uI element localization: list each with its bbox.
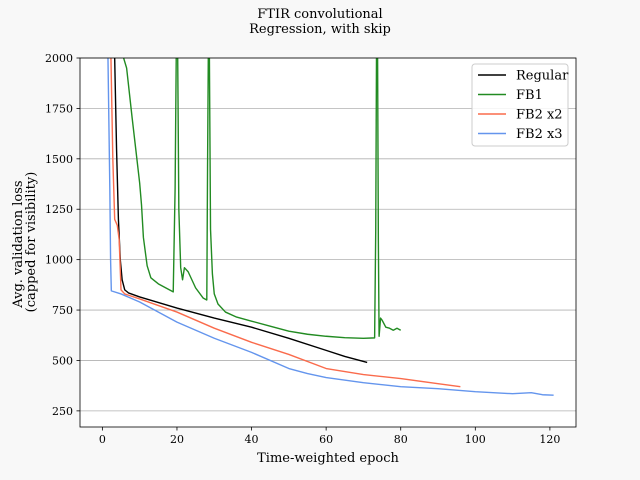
series-layer [107, 58, 554, 396]
x-tick-label-5: 100 [465, 433, 486, 446]
y-tick-label-4: 1250 [45, 203, 73, 216]
y-axis-label-line2: (capped for visibility) [24, 172, 39, 313]
x-tick-label-4: 80 [394, 433, 408, 446]
x-axis-label: Time-weighted epoch [257, 451, 399, 466]
series-line-3 [107, 58, 554, 396]
chart-title: FTIR convolutional [257, 7, 382, 22]
y-tick-label-1: 500 [52, 354, 73, 367]
y-tick-label-2: 750 [52, 304, 73, 317]
y-axis: 250 500 750 1000 1250 1500 1750 2000 [45, 52, 80, 418]
chart-subtitle: Regression, with skip [249, 22, 391, 37]
x-tick-label-2: 40 [245, 433, 259, 446]
legend-label-0: Regular [516, 69, 569, 84]
series-line-2 [110, 58, 461, 388]
y-tick-label-3: 1000 [45, 254, 73, 267]
x-tick-label-6: 120 [539, 433, 560, 446]
series-line-0 [113, 58, 368, 364]
legend-box [471, 63, 569, 147]
legend: Regular FB1 FB2 x2 FB2 x3 [471, 63, 569, 147]
legend-label-3: FB2 x3 [516, 127, 563, 142]
legend-label-2: FB2 x2 [516, 108, 563, 123]
y-tick-label-7: 2000 [45, 52, 73, 65]
x-axis: 0 20 40 60 80 100 120 [99, 427, 560, 446]
y-tick-label-6: 1750 [45, 102, 73, 115]
x-tick-label-3: 60 [319, 433, 333, 446]
y-tick-label-0: 250 [52, 405, 73, 418]
series-line-1 [122, 58, 402, 339]
x-tick-label-1: 20 [170, 433, 184, 446]
x-tick-label-0: 0 [99, 433, 106, 446]
y-axis-label-line1: Avg. validation loss [11, 180, 26, 308]
y-axis-label: Avg. validation loss (capped for visibil… [11, 172, 39, 313]
plot-frame [79, 57, 577, 428]
legend-label-1: FB1 [516, 88, 543, 103]
y-tick-label-5: 1500 [45, 153, 73, 166]
